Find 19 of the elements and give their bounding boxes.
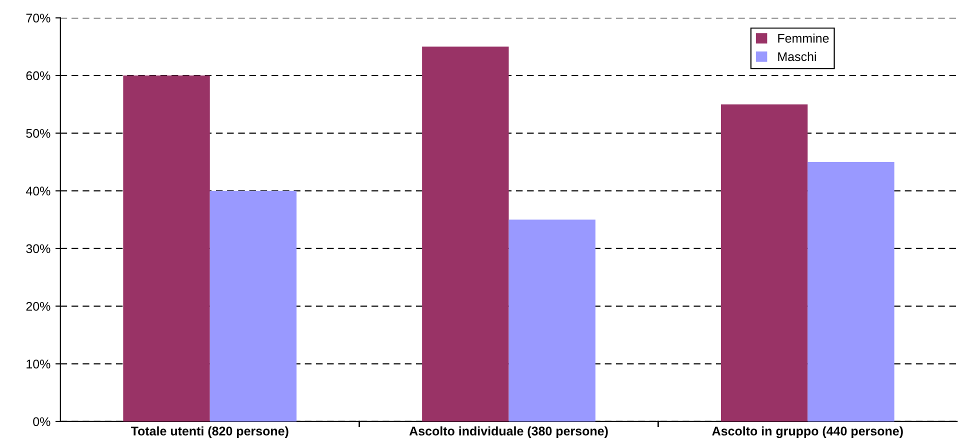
y-tick-label: 50%: [26, 128, 50, 138]
bar: [720, 104, 808, 422]
x-tick-label: Ascolto in gruppo (440 persone): [712, 426, 903, 438]
bar: [123, 76, 210, 422]
x-tick-label: Totale utenti (820 persone): [130, 426, 288, 438]
y-tick-label: 20%: [26, 302, 50, 311]
y-tick-label: 10%: [26, 360, 50, 368]
y-tick-label: 60%: [26, 71, 50, 80]
x-tick-label: Ascolto individuale (380 persone): [409, 426, 608, 438]
legend-label: Maschi: [778, 52, 816, 62]
bar: [508, 220, 596, 422]
bar: [808, 162, 894, 422]
y-tick-label: 0%: [33, 417, 50, 426]
bar: [210, 190, 297, 422]
legend-label: Femmine: [778, 34, 829, 43]
bar: [422, 46, 509, 422]
y-tick-label: 40%: [26, 186, 50, 196]
y-tick-label: 30%: [26, 244, 50, 254]
y-tick-label: 70%: [26, 14, 50, 22]
